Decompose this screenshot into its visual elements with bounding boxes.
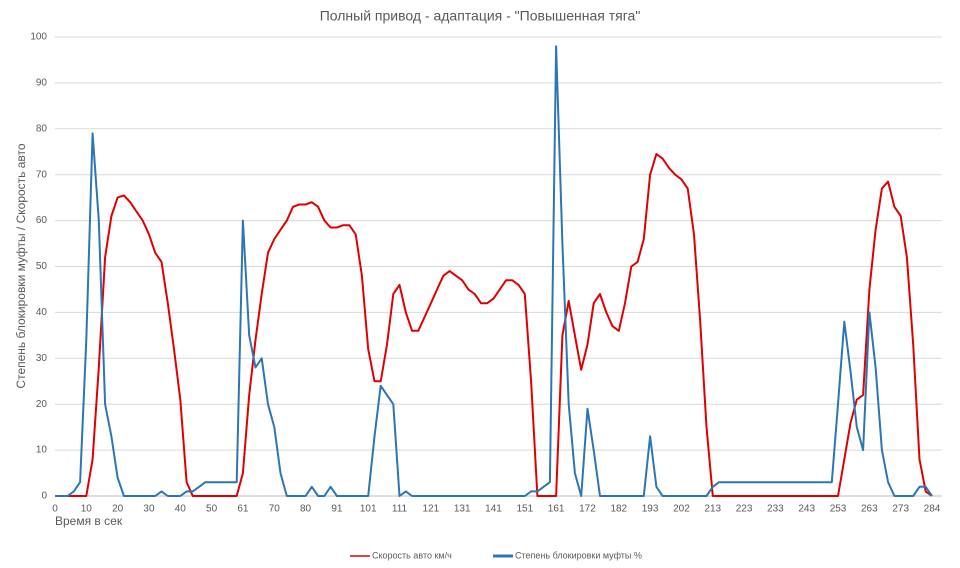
x-tick-label: 213 [704, 504, 721, 515]
y-tick-label: 60 [36, 215, 48, 226]
x-tick-label: 10 [81, 504, 93, 515]
legend-label: Скорость авто км/ч [372, 550, 452, 560]
x-tick-label: 141 [485, 504, 502, 515]
x-tick-label: 161 [548, 504, 565, 515]
x-tick-label: 131 [454, 504, 471, 515]
chart-title: Полный привод - адаптация - "Повышенная … [320, 8, 641, 24]
series-line [55, 45, 933, 497]
x-tick-label: 182 [610, 504, 627, 515]
y-tick-label: 50 [36, 261, 48, 272]
x-axis-title: Время в сек [55, 514, 123, 528]
x-tick-label: 50 [206, 504, 218, 515]
x-tick-label: 101 [360, 504, 377, 515]
x-tick-label: 151 [516, 504, 533, 515]
y-tick-label: 10 [36, 445, 48, 456]
x-tick-label: 284 [924, 504, 941, 515]
y-axis-title: Степень блокировки муфты / Скорость авто [14, 143, 28, 388]
y-tick-label: 90 [36, 78, 48, 89]
x-tick-label: 273 [892, 504, 909, 515]
series-line [55, 153, 933, 497]
x-tick-label: 70 [269, 504, 281, 515]
x-tick-label: 263 [861, 504, 878, 515]
x-tick-label: 30 [143, 504, 155, 515]
y-tick-label: 70 [36, 169, 48, 180]
x-tick-label: 20 [112, 504, 124, 515]
x-tick-label: 91 [331, 504, 343, 515]
x-tick-label: 243 [798, 504, 815, 515]
y-tick-label: 0 [41, 491, 47, 502]
y-tick-label: 80 [36, 123, 48, 134]
x-tick-label: 223 [736, 504, 753, 515]
x-tick-label: 111 [392, 504, 408, 515]
x-tick-label: 121 [423, 504, 440, 515]
x-tick-label: 233 [767, 504, 784, 515]
x-tick-label: 61 [237, 504, 249, 515]
y-tick-label: 100 [30, 32, 47, 43]
x-tick-label: 202 [673, 504, 690, 515]
y-tick-label: 20 [36, 399, 48, 410]
y-tick-label: 30 [36, 353, 48, 364]
x-tick-label: 172 [579, 504, 596, 515]
x-tick-label: 80 [300, 504, 312, 515]
x-tick-label: 253 [830, 504, 847, 515]
x-tick-label: 193 [642, 504, 659, 515]
x-tick-label: 0 [52, 504, 58, 515]
x-tick-label: 40 [175, 504, 187, 515]
y-tick-label: 40 [36, 307, 48, 318]
legend-label: Степень блокировки муфты % [515, 550, 642, 560]
